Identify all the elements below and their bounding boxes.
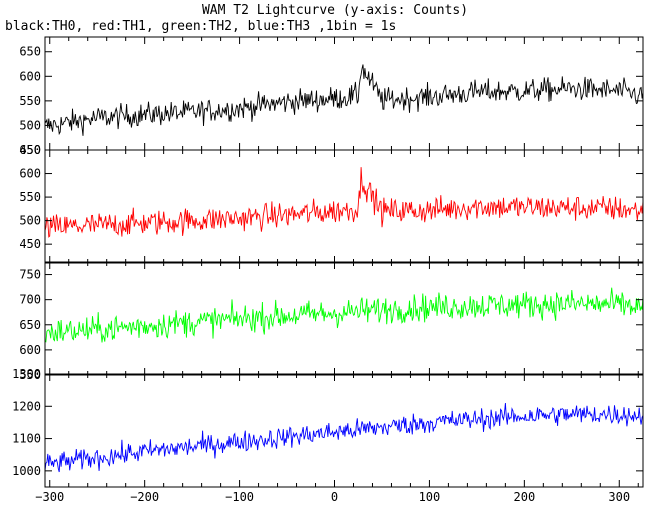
series-line-th0 <box>45 64 643 136</box>
y-tick-label: 750 <box>19 268 41 282</box>
y-tick-label: 600 <box>19 167 41 181</box>
panel-frame <box>44 261 644 376</box>
x-tick-label: −200 <box>130 490 159 504</box>
x-tick-label: 300 <box>608 490 630 504</box>
y-tick-label: 650 <box>19 143 41 157</box>
y-tick-label: 600 <box>19 69 41 83</box>
y-tick-label: 650 <box>19 45 41 59</box>
panel-th2: 550 600 650 700 750 <box>19 261 644 382</box>
series-line-th2 <box>45 287 643 343</box>
figure-subtitle: black:TH0, red:TH1, green:TH2, blue:TH3 … <box>5 19 396 34</box>
y-tick-label: 450 <box>19 143 41 157</box>
x-tick-label: −100 <box>225 490 254 504</box>
y-tick-label: 450 <box>19 237 41 251</box>
panel-frame <box>44 373 644 488</box>
panel-frame <box>44 149 644 264</box>
y-tick-label: 550 <box>19 94 41 108</box>
y-tick-label: 1200 <box>12 399 41 413</box>
y-tick-label: 600 <box>19 343 41 357</box>
x-tick-label: 200 <box>514 490 536 504</box>
x-tick-label: 0 <box>331 490 338 504</box>
y-tick-label: 1000 <box>12 464 41 478</box>
y-tick-label: 1100 <box>12 432 41 446</box>
panels-group: 4505005506006504505005506006505506006507… <box>12 36 644 504</box>
series-line-th1 <box>45 167 643 238</box>
y-tick-label: 500 <box>19 214 41 228</box>
y-tick-label: 650 <box>19 318 41 332</box>
panel-th3: 1000 1100 1200 1300 <box>12 367 644 488</box>
series-line-th3 <box>45 402 643 473</box>
y-tick-label: 550 <box>19 190 41 204</box>
panel-th0: 450 500 550 600 650 <box>19 36 644 157</box>
figure-title: WAM T2 Lightcurve (y-axis: Counts) <box>202 3 468 18</box>
panel-frame <box>44 36 644 151</box>
x-tick-label: −300 <box>35 490 64 504</box>
y-tick-label: 500 <box>19 118 41 132</box>
x-tick-label: 100 <box>419 490 441 504</box>
y-tick-label: 550 <box>19 368 41 382</box>
y-tick-label: 1300 <box>12 367 41 381</box>
y-tick-label: 700 <box>19 293 41 307</box>
panel-th1: 450 500 550 600 650 <box>19 143 644 264</box>
